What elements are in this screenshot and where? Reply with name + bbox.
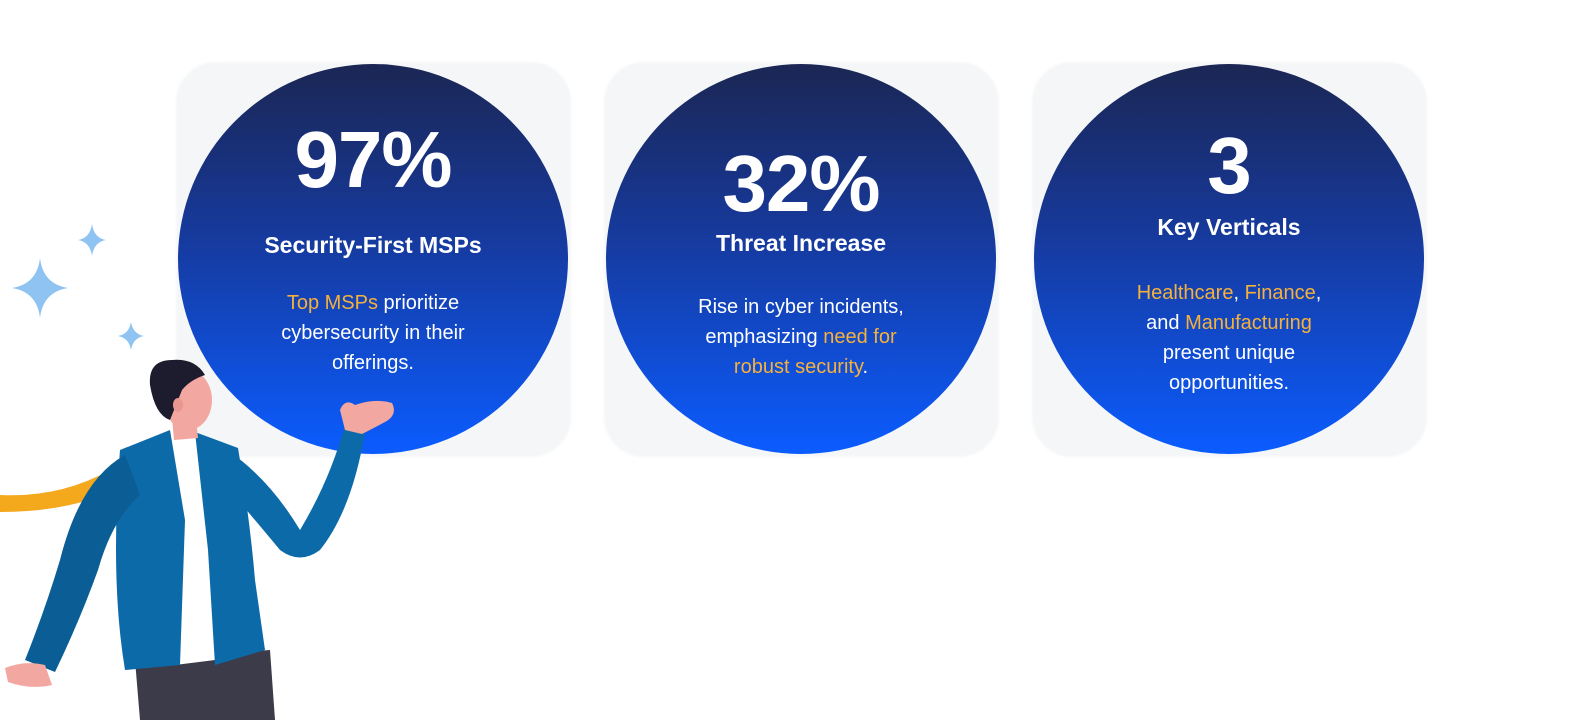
stat-card-key-verticals: 3 Key Verticals Healthcare, Finance, and… (1034, 64, 1424, 454)
stat-description-text: Rise in cyber incidents, emphasizing (698, 296, 904, 348)
stat-separator: , (1233, 282, 1245, 304)
stat-number: 3 (1207, 121, 1252, 210)
stat-highlight: need for robust security (733, 326, 897, 378)
stat-description-tail: present unique opportunities. (1162, 342, 1296, 394)
stat-highlight: Top MSPs (286, 292, 378, 314)
stat-description-tail: . (862, 356, 869, 378)
stat-separator: , and (1146, 282, 1322, 334)
stat-description: Healthcare, Finance, and Manufacturing p… (1122, 278, 1336, 398)
stat-highlight: Manufacturing (1185, 312, 1312, 334)
stat-number: 32% (722, 139, 880, 228)
businessman-illustration (0, 359, 394, 720)
stat-card-security-first: 97% Security-First MSPs Top MSPs priorit… (178, 64, 568, 454)
stat-highlight: Healthcare (1136, 282, 1234, 304)
stat-title: Key Verticals (1157, 214, 1301, 240)
sparkle-icon (12, 224, 144, 350)
stat-card-threat-increase: 32% Threat Increase Rise in cyber incide… (606, 64, 996, 454)
stat-description-text: prioritize cybersecurity in their offeri… (281, 292, 465, 374)
stat-description: Rise in cyber incidents, emphasizing nee… (680, 292, 922, 382)
stat-title: Threat Increase (715, 230, 887, 256)
stat-highlight: Finance (1244, 282, 1316, 304)
stat-title: Security-First MSPs (264, 232, 482, 258)
stat-description: Top MSPs prioritize cybersecurity in the… (248, 288, 498, 378)
stat-number: 97% (294, 115, 452, 204)
